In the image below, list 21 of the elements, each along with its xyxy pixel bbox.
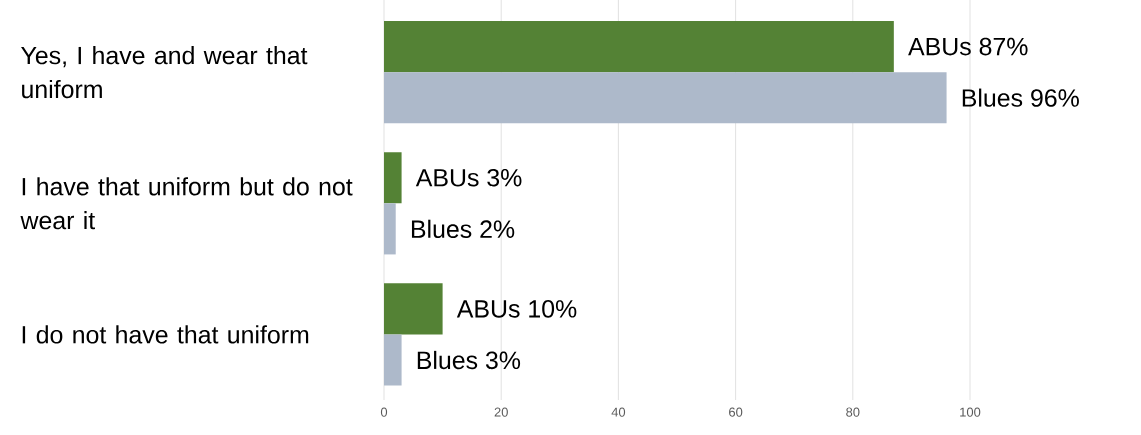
y-tick-label: I do not have that uniform xyxy=(22,325,309,344)
data-label: ABUs 87% xyxy=(908,37,1028,56)
bar xyxy=(384,203,396,255)
bar xyxy=(384,72,947,124)
data-label: Blues 2% xyxy=(411,219,515,238)
x-tick-label: 40 xyxy=(611,407,626,417)
x-tick-label: 100 xyxy=(960,407,981,417)
data-label: ABUs 10% xyxy=(456,300,577,318)
data-label: Blues 96% xyxy=(962,88,1079,107)
x-tick-label: 20 xyxy=(494,407,508,417)
x-tick-label: 60 xyxy=(729,407,743,417)
bar xyxy=(384,334,402,386)
x-tick-label: 80 xyxy=(846,407,860,417)
bar xyxy=(384,20,894,73)
data-label: Blues 3% xyxy=(417,350,521,370)
data-label: ABUs 3% xyxy=(415,168,522,187)
y-tick-label: Yes, I have and wear that uniform xyxy=(21,46,308,99)
bar xyxy=(384,283,443,335)
x-tick-label: 0 xyxy=(380,407,388,417)
bar xyxy=(384,152,402,204)
y-tick-label: I have that uniform but do not wear it xyxy=(20,177,353,230)
